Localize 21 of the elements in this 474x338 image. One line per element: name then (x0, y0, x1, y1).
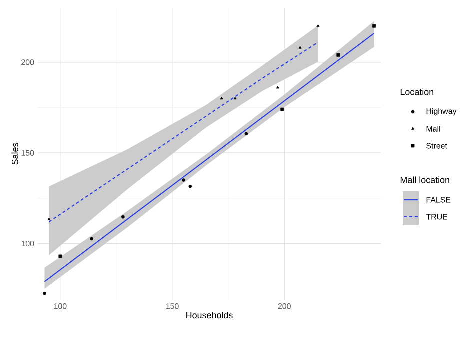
x-axis-title: Households (186, 312, 233, 319)
point (298, 46, 302, 49)
point (244, 132, 248, 136)
point (58, 254, 62, 258)
point (234, 96, 237, 100)
text: Location (400, 88, 434, 96)
point (276, 86, 280, 89)
point (48, 218, 51, 220)
point (336, 53, 340, 57)
point (121, 215, 125, 219)
line-series (48, 42, 319, 223)
point (43, 292, 46, 296)
y-axis-title: Sales (12, 143, 18, 165)
text: Mall location (400, 176, 450, 184)
point (220, 96, 224, 100)
point (182, 178, 186, 182)
point (90, 237, 94, 241)
point (316, 24, 320, 28)
point (188, 184, 192, 188)
point (372, 24, 376, 28)
point (280, 108, 284, 112)
